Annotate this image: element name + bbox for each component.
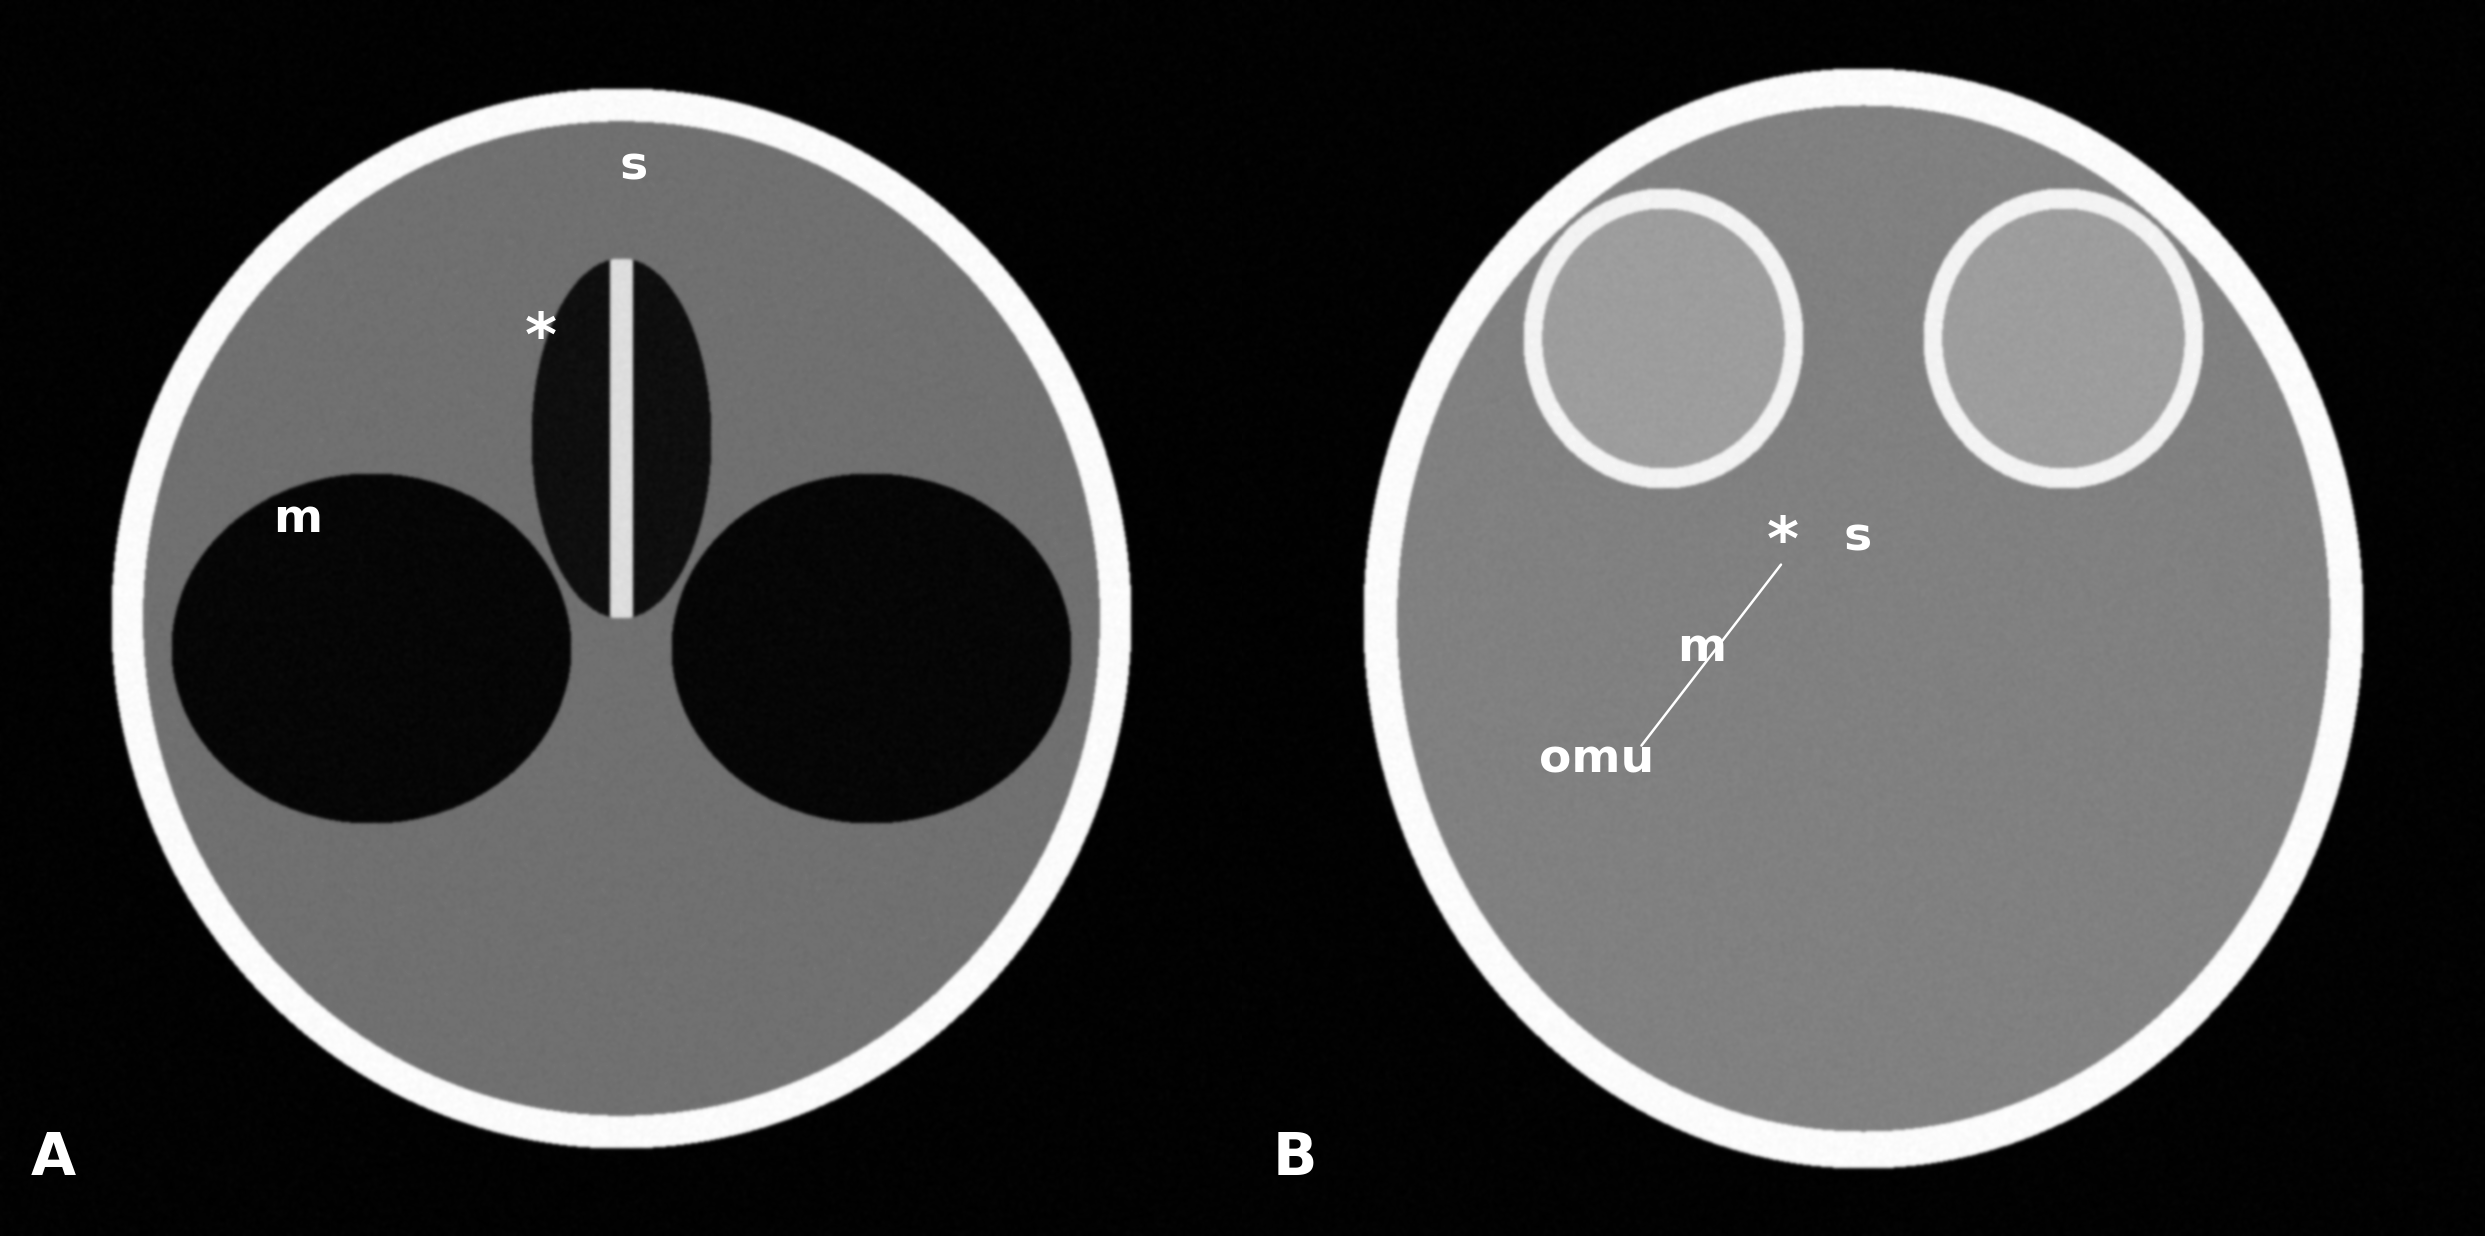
Text: m: m — [273, 497, 323, 541]
Text: omu: omu — [1538, 738, 1655, 782]
Text: *: * — [524, 310, 557, 370]
Text: s: s — [619, 145, 649, 189]
Text: s: s — [1844, 515, 1871, 560]
Text: m: m — [1677, 627, 1727, 671]
Text: A: A — [30, 1130, 77, 1187]
Text: *: * — [1767, 514, 1799, 574]
Text: B: B — [1272, 1130, 1317, 1187]
